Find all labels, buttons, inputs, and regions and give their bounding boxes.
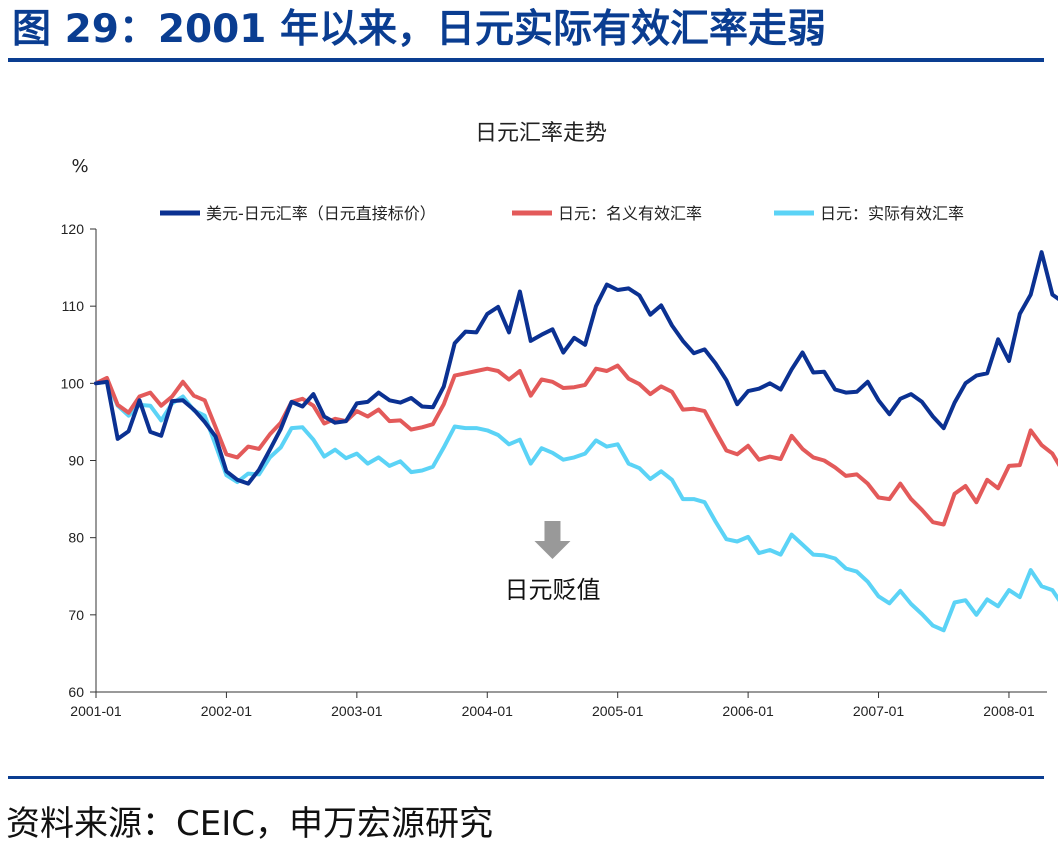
- series-line-usd-jpy: [94, 250, 1058, 486]
- x-tick-label: 2008-01: [983, 703, 1035, 719]
- source-note: 资料来源：CEIC，申万宏源研究: [6, 804, 493, 844]
- x-tick-label: 2004-01: [462, 703, 514, 719]
- y-tick-label: 80: [68, 530, 84, 546]
- x-tick-label: 2001-01: [70, 703, 122, 719]
- x-tick-label: 2007-01: [853, 703, 905, 719]
- x-tick-label: 2005-01: [592, 703, 644, 719]
- legend-label-real: 日元：实际有效汇率: [820, 204, 964, 223]
- legend-label-nominal: 日元：名义有效汇率: [558, 204, 702, 223]
- legend-label-usd-jpy: 美元-日元汇率（日元直接标价）: [206, 204, 436, 223]
- y-tick-label: 120: [61, 221, 85, 237]
- y-tick-label: 60: [68, 684, 84, 700]
- title-underline: [8, 58, 1044, 62]
- legend: 美元-日元汇率（日元直接标价） 日元：名义有效汇率 日元：实际有效汇率: [160, 204, 964, 223]
- axes: 60 70 80 90 100 110 120 2001-01 2002-01 2003-01 20…: [61, 221, 1047, 719]
- chart-title: 日元汇率走势: [475, 121, 607, 146]
- figure-title: 图 29：2001 年以来，日元实际有效汇率走弱: [12, 7, 826, 52]
- y-axis-unit: %: [71, 156, 88, 177]
- y-tick-label: 90: [68, 453, 84, 469]
- y-tick-label: 70: [68, 607, 84, 623]
- line-chart: 日元汇率走势 % 美元-日元汇率（日元直接标价） 日元：名义有效汇率 日元：实际…: [61, 121, 1058, 719]
- x-tick-label: 2002-01: [201, 703, 253, 719]
- depreciation-annotation: 日元贬值: [504, 521, 600, 604]
- x-tick-label: 2006-01: [722, 703, 774, 719]
- series-lines: [94, 250, 1058, 633]
- footer-rule: [8, 776, 1044, 779]
- annotation-label: 日元贬值: [504, 576, 600, 604]
- series-line-nominal-eer: [94, 363, 1058, 527]
- y-tick-label: 100: [61, 375, 85, 391]
- x-tick-label: 2003-01: [331, 703, 383, 719]
- y-tick-label: 110: [62, 298, 85, 314]
- down-arrow-icon: [534, 521, 571, 559]
